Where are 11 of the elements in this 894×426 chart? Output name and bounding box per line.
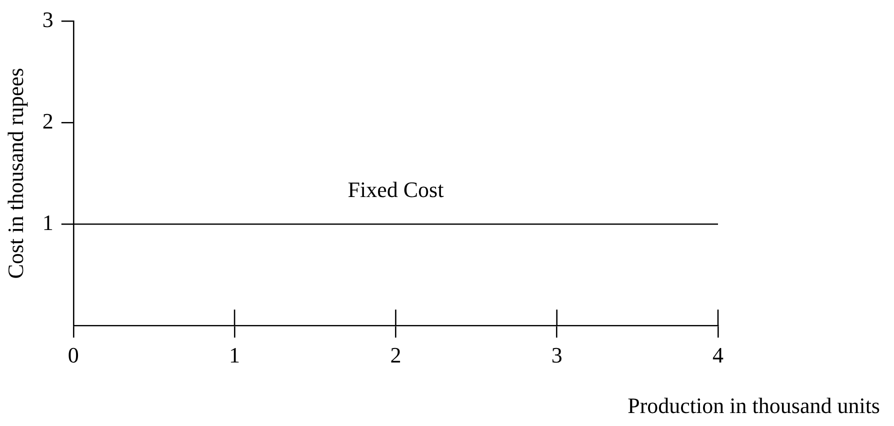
y-axis-title: Cost in thousand rupees: [2, 68, 28, 279]
x-tick-label: 0: [68, 342, 79, 368]
y-tick-label: 3: [42, 6, 54, 32]
annotation: Fixed Cost: [348, 176, 444, 202]
y-tick-label: 2: [42, 108, 54, 134]
x-tick-label: 4: [712, 342, 724, 368]
x-tick-label: 1: [229, 342, 240, 368]
x-axis-title: Production in thousand units: [628, 392, 880, 418]
x-tick-label: 2: [390, 342, 402, 368]
y-tick-label: 1: [42, 210, 54, 235]
x-tick-label: 3: [551, 342, 562, 368]
